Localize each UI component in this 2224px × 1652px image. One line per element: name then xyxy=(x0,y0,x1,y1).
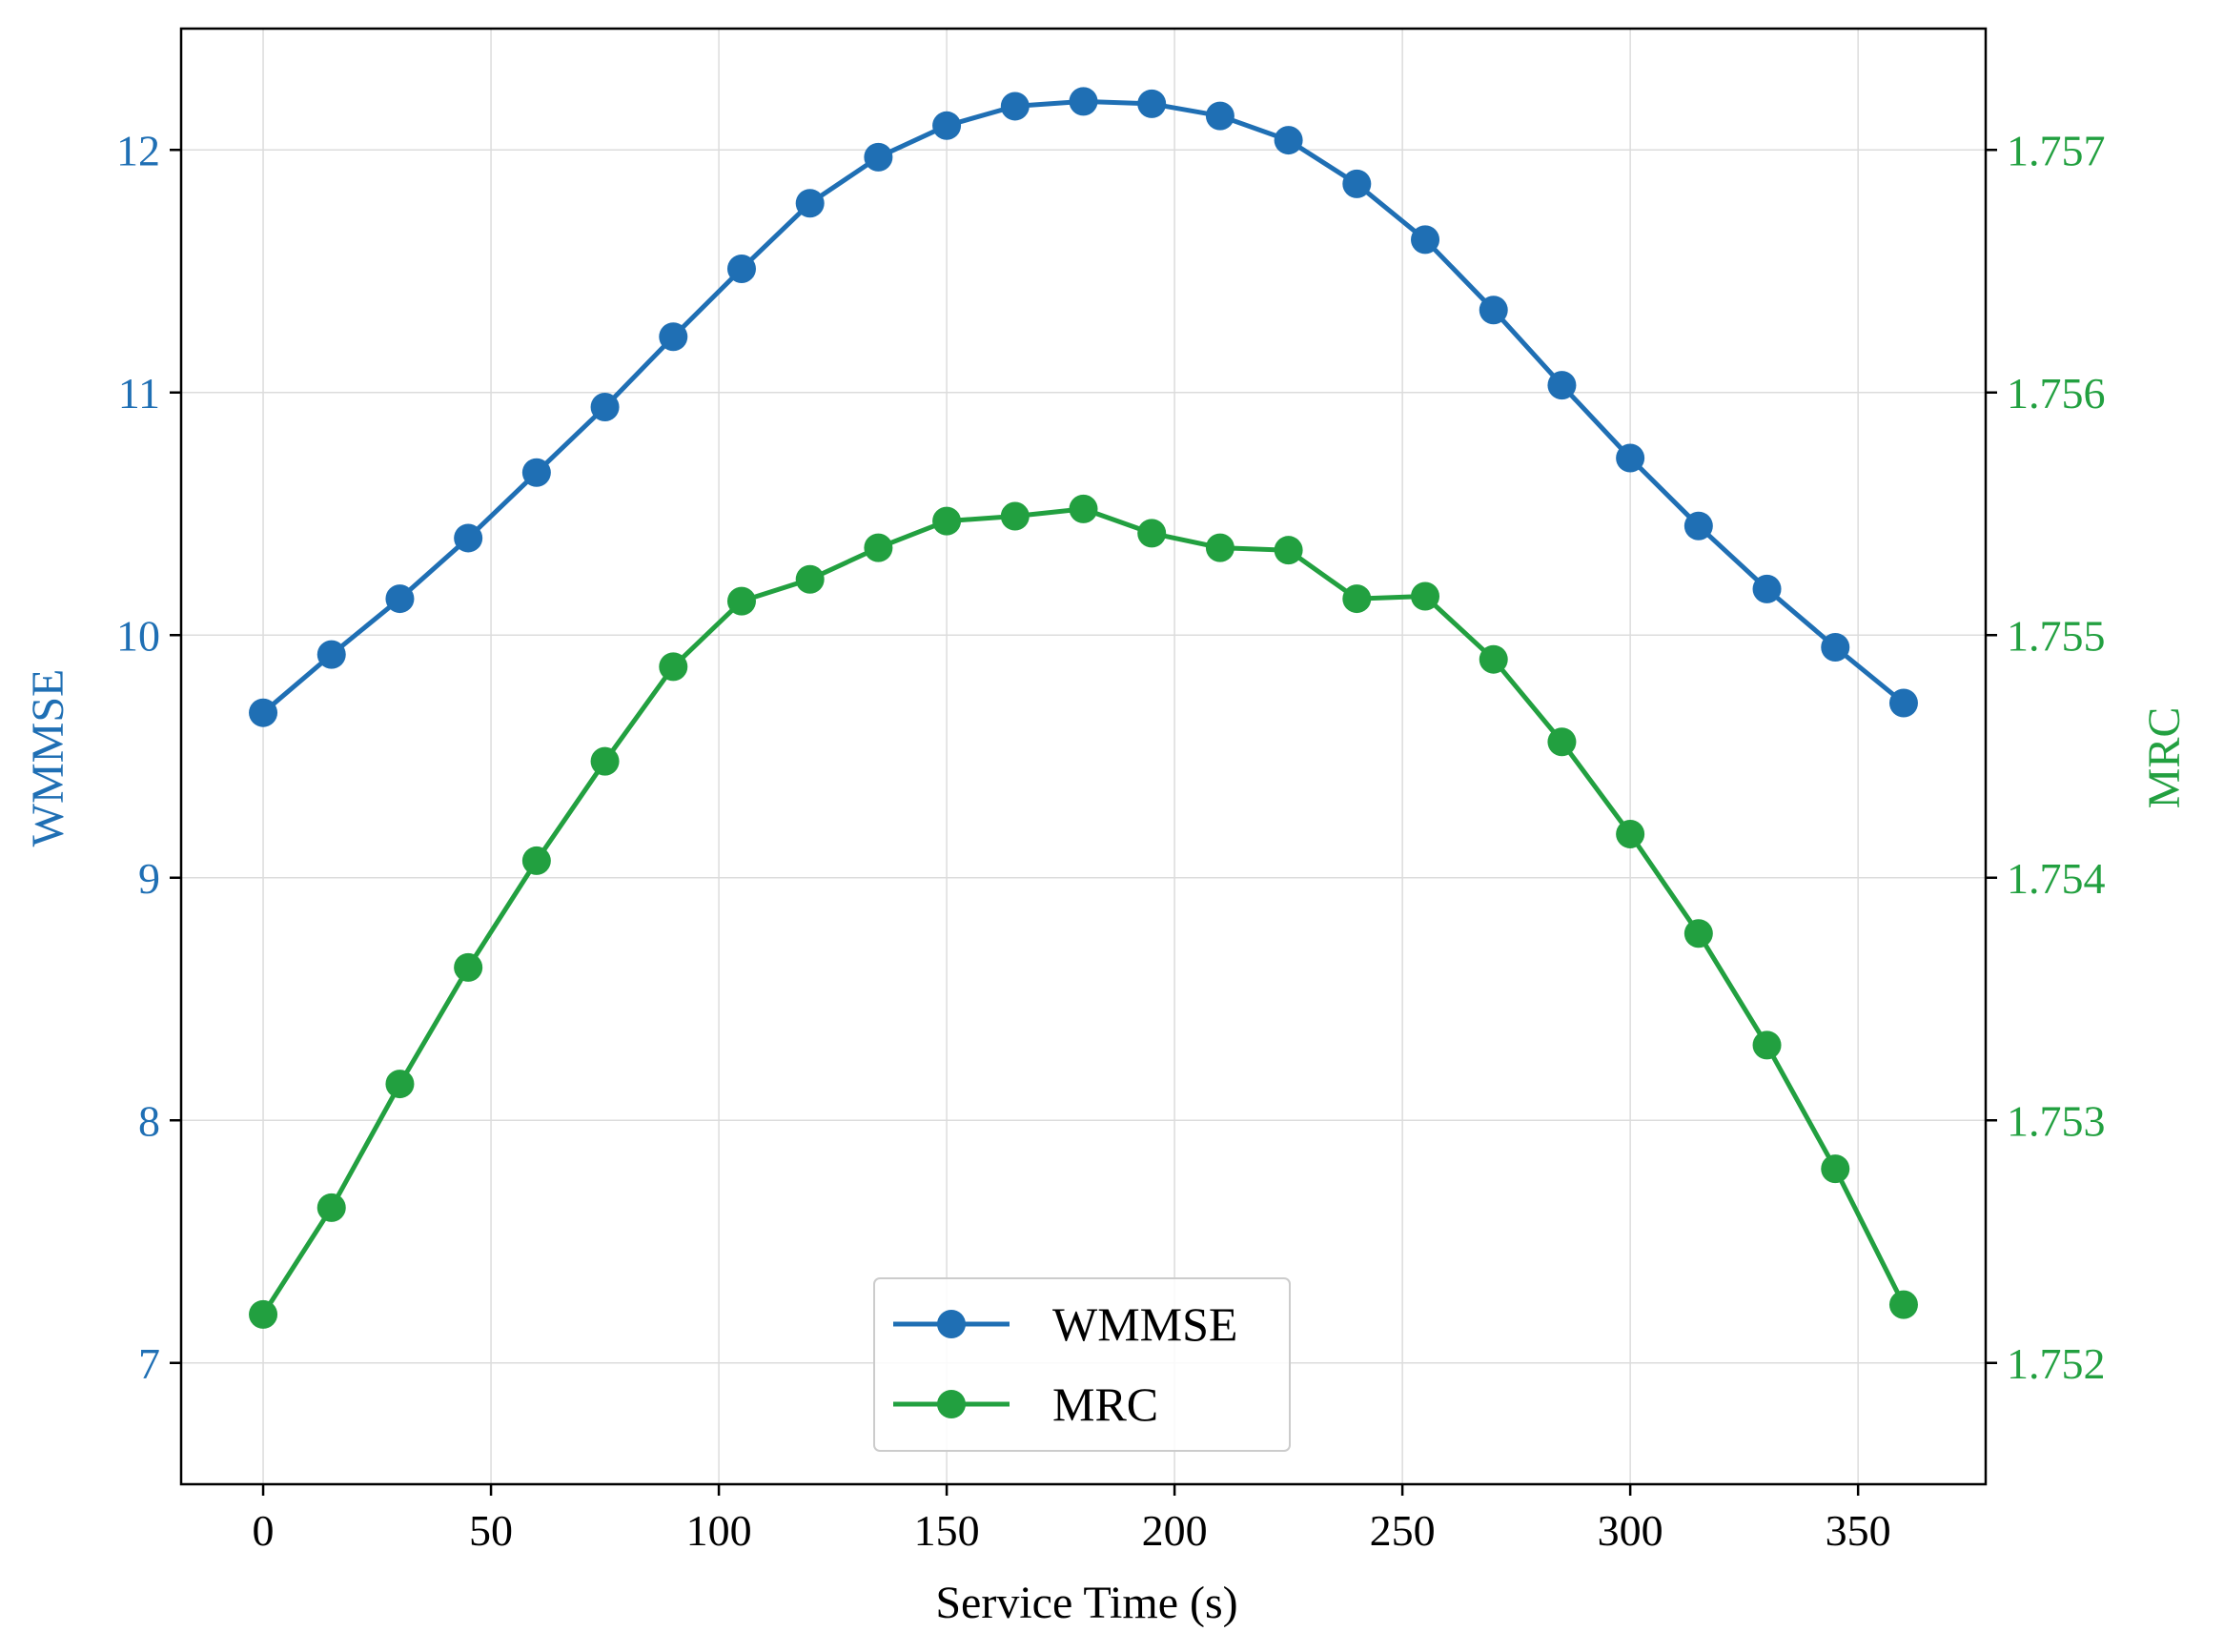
data-point-mrc xyxy=(726,586,756,616)
x-tick-label: 250 xyxy=(1370,1506,1436,1555)
data-point-mrc xyxy=(1205,533,1234,562)
legend-marker-wmmse xyxy=(937,1310,966,1338)
data-point-mrc xyxy=(521,846,551,875)
data-point-wmmse xyxy=(726,254,756,283)
data-point-mrc xyxy=(316,1193,346,1222)
y-axis-label-right: MRC xyxy=(2139,707,2190,809)
data-point-wmmse xyxy=(1137,89,1167,118)
data-point-wmmse xyxy=(1411,225,1440,255)
data-point-wmmse xyxy=(1752,574,1782,603)
data-point-wmmse xyxy=(454,523,483,553)
data-point-wmmse xyxy=(932,111,962,140)
data-point-wmmse xyxy=(1342,169,1372,198)
legend: WMMSE MRC xyxy=(873,1277,1291,1452)
data-point-mrc xyxy=(1616,819,1645,848)
x-tick-label: 150 xyxy=(914,1506,980,1555)
data-point-mrc xyxy=(795,564,825,594)
data-point-wmmse xyxy=(1888,688,1918,718)
data-point-wmmse xyxy=(1069,87,1098,116)
data-point-mrc xyxy=(454,952,483,982)
legend-label-mrc: MRC xyxy=(1052,1377,1158,1431)
y-right-tick-label: 1.755 xyxy=(2007,611,2106,660)
data-point-mrc xyxy=(1342,584,1372,614)
y-right-tick-label: 1.752 xyxy=(2007,1339,2106,1388)
data-point-mrc xyxy=(1547,727,1577,757)
data-point-wmmse xyxy=(1274,126,1303,155)
x-tick-label: 50 xyxy=(469,1506,513,1555)
data-point-mrc xyxy=(1411,581,1440,611)
data-point-mrc xyxy=(1274,536,1303,565)
x-tick-label: 350 xyxy=(1826,1506,1891,1555)
data-point-mrc xyxy=(864,533,893,562)
data-point-wmmse xyxy=(1205,101,1234,131)
data-point-mrc xyxy=(1888,1290,1918,1319)
y-right-tick-label: 1.754 xyxy=(2007,854,2106,903)
series-wmmse xyxy=(249,87,1918,727)
ticks: 0 50 100 150 200 250 300 350 7 8 9 10 11 12 1.752 1.753… xyxy=(116,126,2106,1555)
x-tick-label: 100 xyxy=(686,1506,752,1555)
y-axis-label-left: WMMSE xyxy=(23,669,73,847)
data-point-wmmse xyxy=(659,322,688,352)
x-tick-label: 200 xyxy=(1142,1506,1208,1555)
data-point-wmmse xyxy=(1000,92,1030,121)
data-point-wmmse xyxy=(864,142,893,172)
data-point-mrc xyxy=(1069,494,1098,523)
x-tick-label: 300 xyxy=(1598,1506,1663,1555)
x-axis-label: Service Time (s) xyxy=(935,1578,1237,1628)
data-point-wmmse xyxy=(385,584,415,614)
data-point-wmmse xyxy=(795,189,825,218)
data-point-wmmse xyxy=(316,640,346,669)
y-left-tick-label: 7 xyxy=(138,1339,160,1388)
series-mrc xyxy=(249,494,1918,1329)
data-point-mrc xyxy=(1821,1154,1850,1184)
data-point-wmmse xyxy=(590,393,620,422)
y-left-tick-label: 12 xyxy=(116,126,160,174)
data-point-mrc xyxy=(932,506,962,536)
data-point-mrc xyxy=(1479,644,1508,674)
data-point-mrc xyxy=(1000,501,1030,531)
data-point-wmmse xyxy=(1616,443,1645,473)
y-left-tick-label: 10 xyxy=(116,611,160,660)
data-point-wmmse xyxy=(1683,511,1713,540)
data-point-mrc xyxy=(1752,1030,1782,1060)
grid xyxy=(181,29,1986,1484)
data-point-mrc xyxy=(1137,519,1167,548)
data-point-wmmse xyxy=(521,458,551,487)
legend-box xyxy=(873,1277,1291,1452)
legend-label-wmmse: WMMSE xyxy=(1052,1297,1237,1351)
legend-marker-mrc xyxy=(937,1390,966,1418)
data-point-wmmse xyxy=(1821,632,1850,662)
data-point-wmmse xyxy=(249,698,278,727)
data-point-wmmse xyxy=(1547,371,1577,400)
y-right-tick-label: 1.756 xyxy=(2007,369,2106,418)
data-point-mrc xyxy=(249,1299,278,1329)
data-point-mrc xyxy=(1683,919,1713,948)
data-point-mrc xyxy=(659,652,688,682)
series-layer xyxy=(249,87,1918,1329)
data-point-mrc xyxy=(385,1070,415,1099)
y-left-tick-label: 11 xyxy=(118,369,160,418)
y-right-tick-label: 1.753 xyxy=(2007,1096,2106,1145)
y-right-tick-label: 1.757 xyxy=(2007,126,2106,174)
data-point-wmmse xyxy=(1479,296,1508,325)
data-point-mrc xyxy=(590,746,620,776)
y-left-tick-label: 9 xyxy=(138,854,160,903)
x-tick-label: 0 xyxy=(253,1506,275,1555)
plot-frame xyxy=(179,27,1988,1486)
y-left-tick-label: 8 xyxy=(138,1096,160,1145)
